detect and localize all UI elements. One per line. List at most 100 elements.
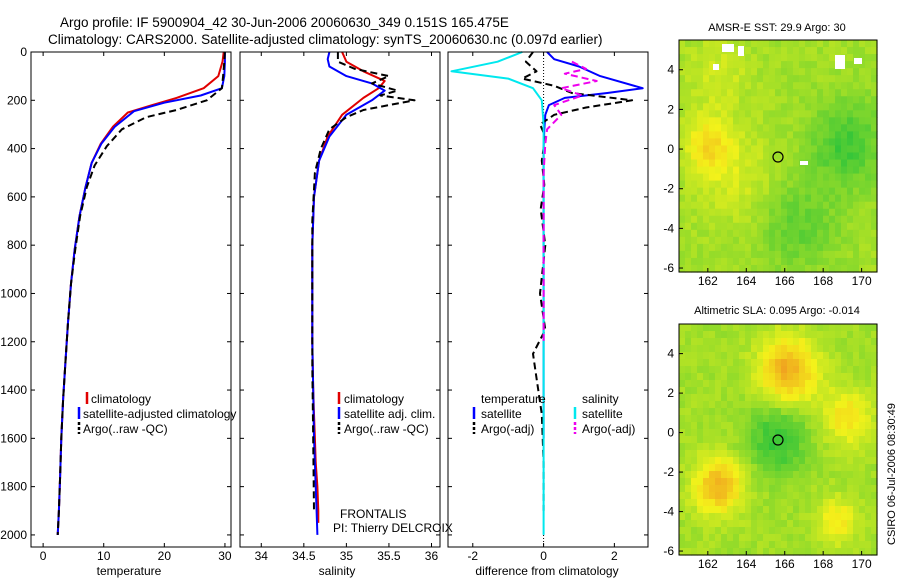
map-cell — [745, 345, 752, 353]
map-cell — [775, 47, 782, 55]
map-cell — [853, 40, 860, 48]
map-cell — [691, 457, 698, 465]
map-cell — [703, 345, 710, 353]
map-cell — [823, 471, 830, 479]
map-cell — [715, 338, 722, 346]
map-cell — [859, 96, 866, 104]
map-cell — [745, 215, 752, 224]
map-cell — [769, 159, 776, 168]
map-cell — [679, 117, 686, 125]
map-cell — [727, 359, 734, 367]
map-cell — [817, 513, 824, 521]
sst-map-frame — [678, 39, 878, 273]
map-cell — [727, 117, 734, 125]
map-cell — [763, 152, 770, 161]
map-cell — [769, 478, 776, 486]
map-cell — [835, 401, 842, 409]
map-cell — [793, 359, 800, 367]
map-cell — [811, 499, 818, 507]
map-cell — [745, 229, 752, 238]
map-cell — [733, 75, 740, 83]
map-cell — [823, 96, 830, 104]
map-cell — [715, 492, 722, 500]
no-data-patch — [835, 55, 845, 69]
map-cell — [751, 152, 758, 161]
map-cell — [799, 380, 806, 388]
map-cell — [757, 331, 764, 339]
map-cell — [697, 201, 704, 210]
map-cell — [757, 110, 764, 118]
map-cell — [805, 54, 812, 62]
map-cell — [697, 68, 704, 76]
map-cell — [781, 236, 788, 245]
map-cell — [799, 534, 806, 542]
map-cell — [871, 506, 878, 514]
map-cell — [721, 201, 728, 210]
map-cell — [823, 548, 830, 556]
map-cell — [793, 457, 800, 465]
map-cell — [751, 222, 758, 231]
map-cell — [859, 324, 866, 332]
legend-sal-argo-label: Argo(-adj) — [582, 422, 635, 436]
map-cell — [775, 331, 782, 339]
map-cell — [853, 103, 860, 111]
map-cell — [805, 215, 812, 224]
map-cell — [865, 492, 872, 500]
map-cell — [853, 380, 860, 388]
map-cell — [715, 548, 722, 556]
map-cell — [865, 513, 872, 521]
map-cell — [751, 194, 758, 203]
map-cell — [763, 229, 770, 238]
map-cell — [841, 229, 848, 238]
map-cell — [871, 457, 878, 465]
map-cell — [853, 408, 860, 416]
map-cell — [793, 541, 800, 549]
legend-sal-satellite-label: satellite — [582, 407, 623, 421]
map-cell — [739, 61, 746, 69]
map-cell — [841, 548, 848, 556]
header-title-line2: Climatology: CARS2000. Satellite-adjuste… — [48, 32, 603, 47]
map-cell — [853, 450, 860, 458]
map-cell — [853, 548, 860, 556]
map-cell — [871, 464, 878, 472]
map-cell — [775, 201, 782, 210]
map-cell — [721, 415, 728, 423]
map-cell — [679, 61, 686, 69]
map-cell — [799, 166, 806, 175]
map-cell — [817, 548, 824, 556]
map-cell — [751, 450, 758, 458]
map-cell — [871, 131, 878, 140]
map-cell — [781, 387, 788, 395]
map-cell — [679, 257, 686, 266]
map-cell — [769, 68, 776, 76]
map-cell — [865, 152, 872, 161]
map-cell — [703, 366, 710, 374]
map-cell — [685, 359, 692, 367]
map-cell — [745, 194, 752, 203]
map-cell — [793, 366, 800, 374]
map-cell — [697, 352, 704, 360]
map-cell — [829, 352, 836, 360]
map-cell — [685, 194, 692, 203]
map-cell — [829, 359, 836, 367]
map-cell — [865, 548, 872, 556]
map-cell — [715, 201, 722, 210]
map-cell — [823, 54, 830, 62]
map-cell — [763, 415, 770, 423]
map-cell — [799, 506, 806, 514]
map-cell — [703, 464, 710, 472]
map-cell — [799, 408, 806, 416]
map-cell — [817, 429, 824, 437]
map-cell — [847, 166, 854, 175]
map-cell — [787, 222, 794, 231]
map-cell — [871, 366, 878, 374]
map-cell — [841, 464, 848, 472]
map-cell — [697, 145, 704, 154]
map-cell — [757, 82, 764, 90]
map-cell — [805, 380, 812, 388]
map-cell — [691, 499, 698, 507]
principal-investigator-label: PI: Thierry DELCROIX — [333, 521, 453, 535]
map-cell — [781, 429, 788, 437]
sla-map-image — [679, 324, 878, 556]
map-cell — [709, 443, 716, 451]
